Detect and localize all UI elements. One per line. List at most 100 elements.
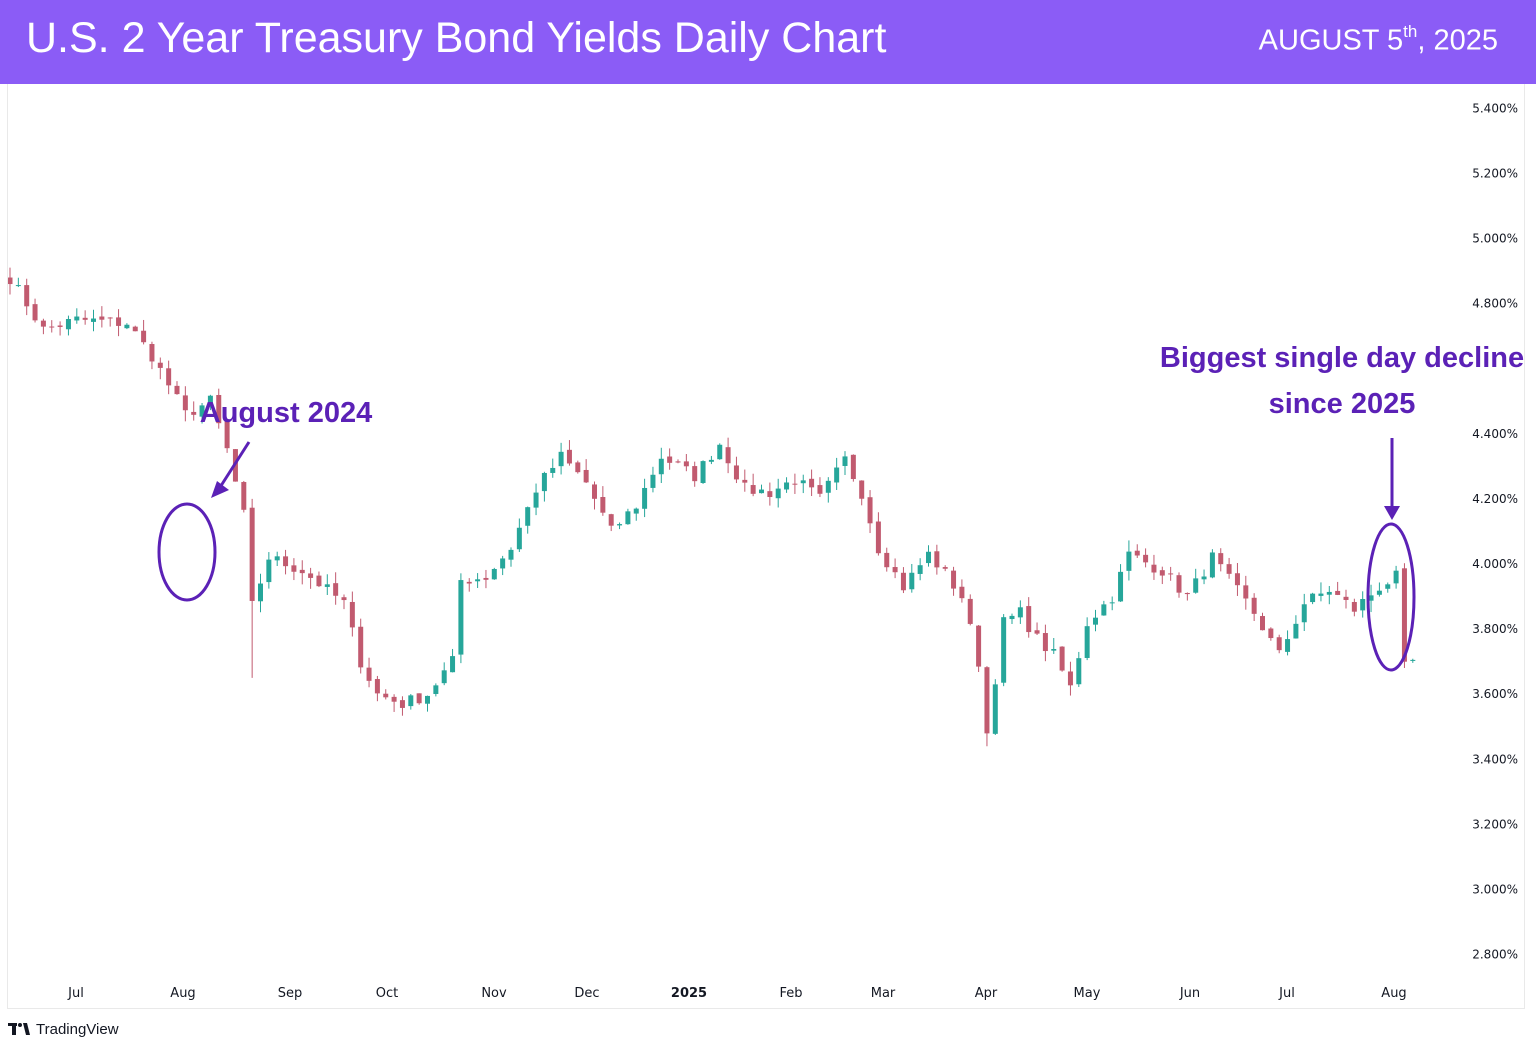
candle-body: [733, 465, 739, 480]
annotation-decline-label-line2: since 2025: [1269, 388, 1416, 420]
x-tick-label: Mar: [871, 986, 896, 1001]
candle-body: [700, 461, 706, 483]
candle-body: [909, 572, 915, 590]
candle-body: [1193, 578, 1199, 593]
x-tick-label: Jul: [67, 986, 84, 1001]
candle-body: [1118, 571, 1124, 602]
y-tick-label: 4.800%: [1472, 297, 1518, 311]
y-tick-label: 5.000%: [1472, 231, 1518, 245]
candle-body: [784, 482, 790, 490]
yield-chart[interactable]: 5.400% 5.200% 5.000% 4.800% 4.400% 4.200% 4.00…: [8, 84, 1524, 1008]
candle-body: [1084, 626, 1090, 658]
candle-body: [608, 514, 614, 526]
candle-body: [1001, 617, 1007, 683]
candle-body: [1326, 591, 1332, 595]
candle-body: [40, 320, 46, 327]
annotation-arrowhead-aug-2024: [211, 481, 229, 498]
candle-body: [558, 451, 564, 467]
date-year: , 2025: [1417, 24, 1498, 57]
candle-body: [433, 685, 439, 694]
candle-body: [241, 482, 247, 510]
candle-body: [1351, 601, 1357, 612]
candle-body: [516, 527, 522, 550]
candle-body: [1368, 595, 1374, 601]
candle-body: [976, 625, 982, 667]
candle-body: [1318, 593, 1324, 596]
chart-panel[interactable]: 5.400% 5.200% 5.000% 4.800% 4.400% 4.200% 4.00…: [7, 84, 1525, 1009]
candle-body: [1276, 637, 1282, 651]
candle-body: [483, 577, 489, 580]
candle-body: [1393, 570, 1399, 584]
candle-body: [116, 317, 122, 326]
candle-body: [366, 667, 372, 681]
candle-body: [1017, 607, 1023, 618]
candle-body: [951, 570, 957, 589]
candle-body: [825, 480, 831, 493]
x-tick-label: Aug: [1381, 986, 1406, 1001]
x-tick-label: Dec: [574, 986, 599, 1001]
candle-body: [1076, 658, 1082, 685]
candle-body: [566, 449, 572, 464]
candle-body: [1093, 617, 1098, 625]
candle-body: [274, 556, 280, 561]
candle-body: [441, 670, 447, 684]
candle-body: [550, 467, 556, 473]
candle-body: [324, 584, 330, 587]
candle-body: [416, 693, 422, 704]
annotation-decline-label-line1: Biggest single day decline: [1160, 342, 1524, 374]
y-tick-label: 4.200%: [1472, 492, 1518, 506]
candle-body: [82, 317, 88, 320]
candle-body: [191, 411, 197, 415]
candle-body: [575, 462, 581, 473]
candle-body: [57, 325, 63, 327]
report-date: AUGUST 5th, 2025: [1259, 22, 1498, 58]
candle-body: [533, 492, 539, 508]
tradingview-logo[interactable]: TradingView: [8, 1019, 119, 1039]
candle-body: [91, 318, 96, 322]
candle-body: [592, 484, 597, 499]
candle-body: [1126, 551, 1132, 571]
candle-body: [1026, 606, 1032, 633]
header-banner: U.S. 2 Year Treasury Bond Yields Daily C…: [0, 0, 1536, 84]
candle-body: [299, 569, 305, 574]
y-tick-label: 3.200%: [1472, 817, 1518, 831]
candle-body: [775, 488, 781, 499]
candle-body: [149, 344, 155, 362]
candle-body: [842, 456, 848, 466]
candle-body: [1109, 602, 1115, 604]
candle-body: [174, 385, 180, 395]
candle-body: [374, 679, 380, 694]
candle-body: [992, 684, 998, 734]
candle-body: [650, 474, 656, 488]
candle-body: [792, 483, 798, 485]
candle-body: [258, 583, 263, 602]
annotation-aug-2024-label: August 2024: [200, 397, 372, 429]
candle-body: [99, 316, 105, 320]
candle-body: [1410, 659, 1416, 661]
candle-body: [742, 479, 748, 483]
candle-body: [425, 695, 430, 704]
annotation-circle-aug-2024: [157, 502, 217, 602]
candle-body: [49, 326, 55, 328]
candle-body: [458, 580, 464, 655]
candle-body: [1059, 646, 1065, 671]
candle-body: [1310, 593, 1316, 603]
candle-body: [141, 330, 147, 343]
candle-body: [683, 461, 689, 467]
y-tick-label: 4.400%: [1472, 427, 1518, 441]
candle-body: [308, 573, 314, 578]
x-tick-label: Oct: [376, 986, 398, 1001]
candle-body: [1285, 639, 1291, 652]
candle-body: [199, 405, 205, 417]
candle-body: [767, 491, 773, 497]
annotation-arrowhead-decline: [1384, 506, 1400, 520]
candle-body: [1360, 599, 1366, 611]
candle-body: [1101, 604, 1107, 616]
tradingview-brand: TradingView: [36, 1020, 119, 1038]
candle-body: [967, 598, 973, 624]
candle-body: [1051, 649, 1057, 651]
candle-body: [834, 467, 840, 483]
candle-body: [349, 601, 355, 628]
candle-body: [900, 572, 906, 591]
candle-body: [675, 461, 681, 463]
